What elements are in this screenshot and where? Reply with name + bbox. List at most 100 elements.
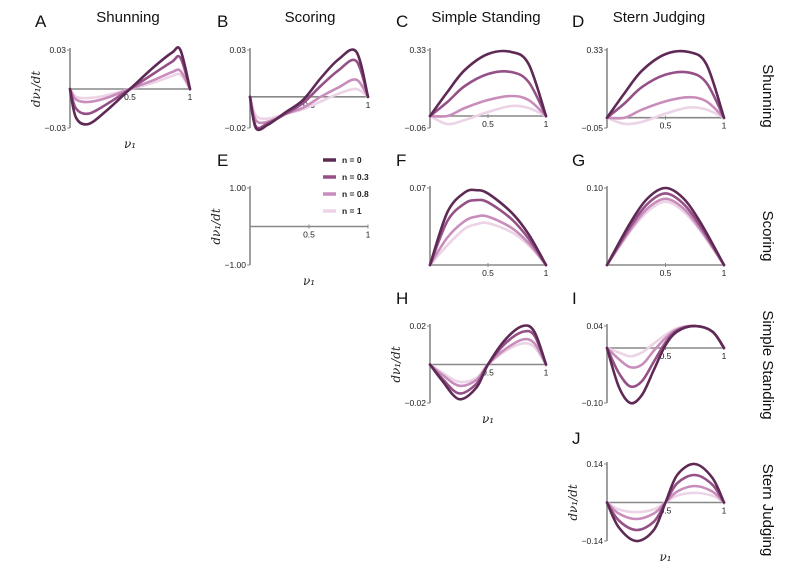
y-tick-label: 1.00 — [229, 183, 246, 193]
x-tick-label: 1 — [722, 506, 727, 516]
y-axis-label: dν₁/dt — [209, 208, 223, 245]
panel-h: H 0.02 −0.02 0.5 1 dν₁/dt ν₁ — [389, 289, 549, 426]
y-tick-label: −1.00 — [224, 260, 246, 270]
panel-a: A 0.03 −0.03 0.5 1 dν₁/dt ν₁ — [29, 12, 193, 151]
x-axis-label: ν₁ — [303, 274, 315, 288]
x-tick-label: 0.5 — [482, 368, 494, 378]
panel-b: B0.03−0.020.5 1 — [217, 12, 371, 133]
series-line-n08 — [605, 197, 726, 267]
series-line-n0 — [428, 49, 548, 118]
panel-g: G 0.10 0.5 1 — [572, 151, 727, 278]
x-axis-label: ν₁ — [482, 412, 494, 426]
x-tick-label: 1 — [366, 230, 371, 240]
x-axis-label: ν₁ — [124, 137, 136, 151]
column-title-simple-standing: Simple Standing — [431, 9, 540, 26]
legend-label-n03: n = 0.3 — [342, 172, 369, 182]
x-tick-label: 1 — [722, 121, 727, 131]
series-line-n0 — [68, 46, 192, 126]
x-tick-label: 0.5 — [660, 121, 672, 131]
y-tick-label: −0.02 — [224, 123, 246, 133]
series-line-n0 — [428, 188, 548, 267]
panel-letter-a: A — [35, 12, 47, 31]
row-title-stern-judging: Stern Judging — [759, 464, 776, 557]
x-tick-label: 0.5 — [482, 119, 494, 129]
row-title-scoring: Scoring — [759, 211, 776, 262]
series-line-n08 — [605, 95, 726, 120]
panel-i: I 0.04 −0.10 0.5 1 — [572, 289, 727, 408]
series-line-n1 — [428, 104, 548, 126]
panel-letter-f: F — [396, 151, 406, 170]
x-tick-label: 1 — [722, 351, 727, 361]
y-tick-label: 0.04 — [586, 321, 603, 331]
panel-letter-e: E — [217, 151, 228, 170]
y-tick-label: −0.02 — [404, 398, 426, 408]
x-tick-label: 1 — [544, 368, 549, 378]
panel-letter-g: G — [572, 151, 585, 170]
y-axis-label: dν₁/dt — [29, 71, 43, 108]
x-tick-label: 1 — [544, 268, 549, 278]
series-line-n08 — [248, 78, 370, 125]
legend-label-n08: n = 0.8 — [342, 189, 369, 199]
series-line-n1 — [605, 105, 726, 126]
x-tick-label: 0.5 — [124, 92, 136, 102]
column-title-shunning: Shunning — [96, 9, 159, 26]
panel-letter-b: B — [217, 12, 228, 31]
legend: n = 0 n = 0.3 n = 0.8 n = 1 — [323, 155, 369, 216]
row-title-simple-standing: Simple Standing — [759, 310, 776, 419]
series-line-n03 — [428, 70, 548, 118]
panel-e: E 1.00 −1.00 0.5 1 dν₁/dt ν₁ — [209, 151, 371, 288]
series-line-n0 — [605, 324, 726, 405]
y-tick-label: 0.02 — [409, 321, 426, 331]
column-title-stern-judging: Stern Judging — [613, 9, 706, 26]
y-tick-label: −0.05 — [581, 123, 603, 133]
series-line-n0 — [248, 48, 370, 132]
panel-d: D 0.33 −0.05 0.5 1 — [572, 12, 727, 133]
series-line-n1 — [428, 221, 548, 267]
x-tick-label: 1 — [366, 100, 371, 110]
series-line-n03 — [605, 192, 726, 267]
series-line-n0 — [605, 186, 726, 267]
y-tick-label: 0.03 — [49, 45, 66, 55]
y-axis-label: dν₁/dt — [566, 484, 580, 521]
panel-letter-d: D — [572, 12, 584, 31]
x-tick-label: 0.5 — [482, 268, 494, 278]
y-tick-label: −0.14 — [581, 536, 603, 546]
panel-f: F 0.07 0.5 1 — [396, 151, 549, 278]
column-title-scoring: Scoring — [285, 9, 336, 26]
x-tick-label: 1 — [722, 268, 727, 278]
y-tick-label: 0.10 — [586, 183, 603, 193]
series-line-n0 — [428, 324, 548, 401]
y-tick-label: −0.06 — [404, 123, 426, 133]
panel-c: C 0.33 −0.06 0.5 1 — [396, 12, 549, 133]
panel-j: J 0.14 −0.14 0.5 1 dν₁/dt ν₁ — [566, 429, 727, 564]
y-tick-label: −0.10 — [581, 398, 603, 408]
x-tick-label: 0.5 — [660, 351, 672, 361]
x-tick-label: 1 — [188, 92, 193, 102]
series-line-n0 — [605, 49, 726, 120]
series-line-n03 — [248, 58, 370, 130]
y-tick-label: 0.14 — [586, 459, 603, 469]
panel-letter-h: H — [396, 289, 408, 308]
series-line-n1 — [248, 87, 370, 121]
series-line-n03 — [68, 54, 192, 116]
y-tick-label: 0.33 — [586, 45, 603, 55]
x-axis-label: ν₁ — [659, 550, 671, 564]
legend-label-n1: n = 1 — [342, 206, 362, 216]
x-tick-label: 0.5 — [660, 506, 672, 516]
y-tick-label: 0.03 — [229, 45, 246, 55]
y-tick-label: 0.33 — [409, 45, 426, 55]
y-axis-label: dν₁/dt — [389, 346, 403, 383]
panel-letter-i: I — [572, 289, 577, 308]
series-line-n08 — [428, 214, 548, 267]
legend-label-n0: n = 0 — [342, 155, 362, 165]
panel-letter-j: J — [572, 429, 581, 448]
series-line-n0 — [605, 462, 726, 543]
y-tick-label: −0.03 — [44, 123, 66, 133]
panel-letter-c: C — [396, 12, 408, 31]
series-line-n03 — [428, 198, 548, 267]
series-line-n03 — [605, 70, 726, 120]
series-line-n08 — [428, 94, 548, 118]
x-tick-label: 1 — [544, 119, 549, 129]
x-tick-label: 0.5 — [303, 230, 315, 240]
